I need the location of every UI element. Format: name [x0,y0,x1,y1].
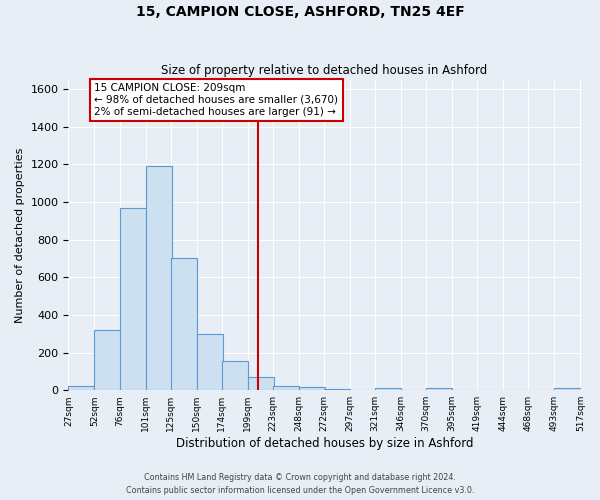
Bar [94,330,121,390]
Text: 15, CAMPION CLOSE, ASHFORD, TN25 4EF: 15, CAMPION CLOSE, ASHFORD, TN25 4EF [136,5,464,19]
Bar [375,388,401,390]
Bar [197,334,223,390]
Bar [248,377,274,390]
Text: Contains HM Land Registry data © Crown copyright and database right 2024.
Contai: Contains HM Land Registry data © Crown c… [126,474,474,495]
Bar [299,388,325,390]
Y-axis label: Number of detached properties: Number of detached properties [15,147,25,322]
Bar [426,388,452,390]
Title: Size of property relative to detached houses in Ashford: Size of property relative to detached ho… [161,64,488,77]
Bar [146,166,172,390]
Bar [554,388,581,390]
Text: 15 CAMPION CLOSE: 209sqm
← 98% of detached houses are smaller (3,670)
2% of semi: 15 CAMPION CLOSE: 209sqm ← 98% of detach… [94,84,338,116]
Bar [273,386,299,390]
X-axis label: Distribution of detached houses by size in Ashford: Distribution of detached houses by size … [176,437,473,450]
Bar [222,361,248,390]
Bar [119,208,146,390]
Bar [170,258,197,390]
Bar [68,386,94,390]
